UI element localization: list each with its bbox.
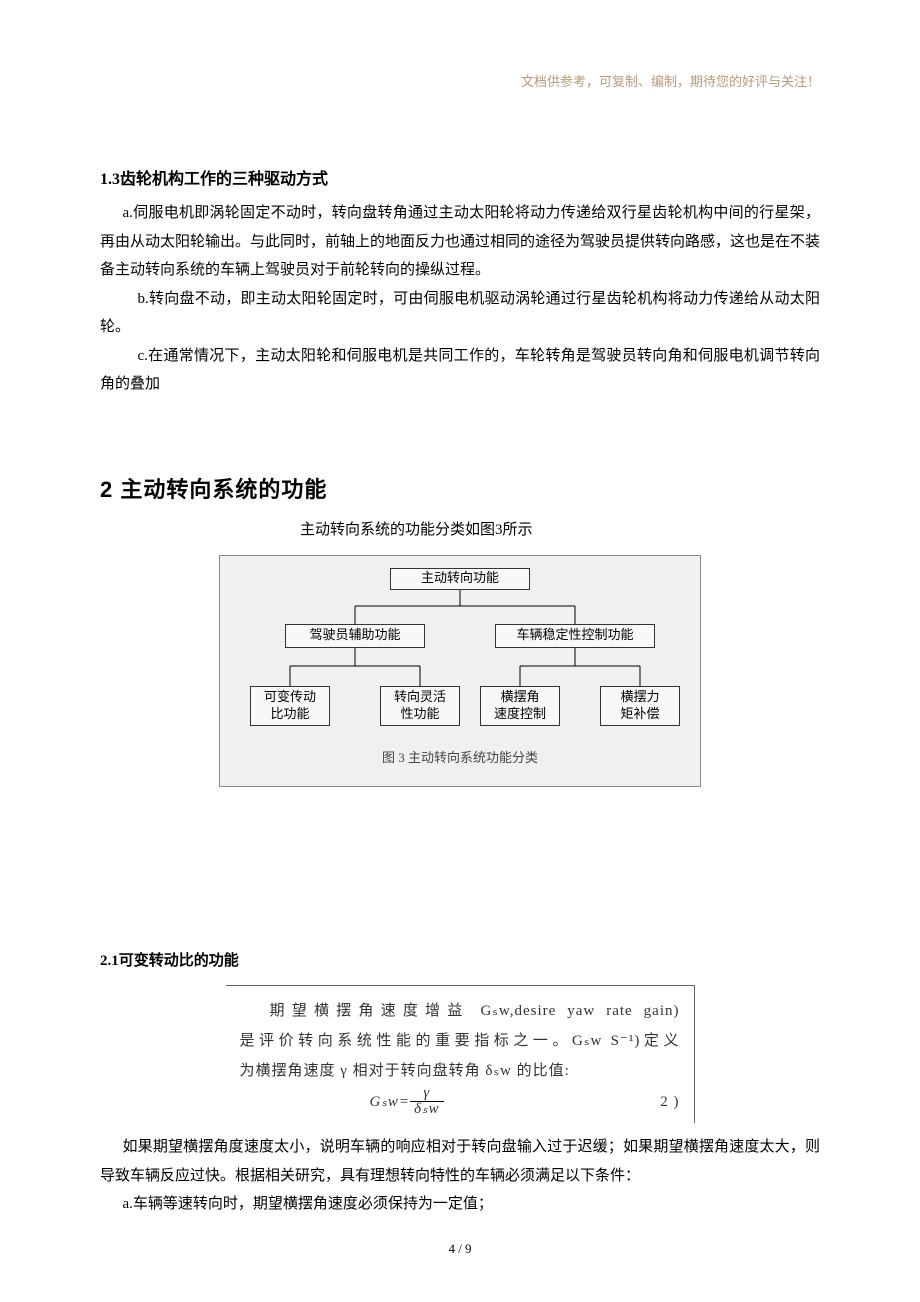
page-number: 4 / 9 — [0, 1237, 920, 1262]
figure-node-leaf-1: 可变传动 比功能 — [250, 686, 330, 726]
formula-eq-tag: 2 ) — [660, 1087, 679, 1117]
formula-denominator: δₛw — [410, 1102, 444, 1117]
formula-line-3: 为横摆角速度 γ 相对于转向盘转角 δₛw 的比值: — [240, 1056, 680, 1086]
formula-box: 期望横摆角速度增益 Gₛw,desire yaw rate gain) 是评价转… — [226, 985, 695, 1123]
figure-3: 主动转向功能 驾驶员辅助功能 车辆稳定性控制功能 可变传动 比功能 转向灵活 性… — [219, 555, 701, 787]
formula-lhs: Gₛw= — [370, 1087, 411, 1117]
section-2-intro: 主动转向系统的功能分类如图3所示 — [220, 516, 820, 545]
figure-node-root: 主动转向功能 — [390, 568, 530, 590]
figure-3-caption: 图 3 主动转向系统功能分类 — [220, 746, 700, 771]
figure-3-wrap: 主动转向功能 驾驶员辅助功能 车辆稳定性控制功能 可变传动 比功能 转向灵活 性… — [100, 555, 820, 787]
section-2-heading: 2 主动转向系统的功能 — [100, 469, 820, 511]
formula-line-1: 期望横摆角速度增益 Gₛw,desire yaw rate gain) — [240, 996, 680, 1026]
figure-node-leaf-2: 转向灵活 性功能 — [380, 686, 460, 726]
section-2-1-para-1: 如果期望横摆角度速度太小，说明车辆的响应相对于转向盘输入过于迟缓；如果期望横摆角… — [100, 1133, 820, 1190]
figure-node-leaf-4: 横摆力 矩补偿 — [600, 686, 680, 726]
header-note: 文档供参考，可复制、编制，期待您的好评与关注！ — [100, 70, 820, 95]
formula-line-2: 是评价转向系统性能的重要指标之一。Gₛw S⁻¹)定义 — [240, 1026, 680, 1056]
section-1-3-para-b: b.转向盘不动，即主动太阳轮固定时，可由伺服电机驱动涡轮通过行星齿轮机构将动力传… — [100, 285, 820, 342]
section-1-3-heading: 1.3齿轮机构工作的三种驱动方式 — [100, 165, 820, 195]
figure-node-left: 驾驶员辅助功能 — [285, 624, 425, 648]
figure-node-right: 车辆稳定性控制功能 — [495, 624, 655, 648]
formula-numerator: γ — [410, 1086, 444, 1102]
formula-equation: Gₛw= γ δₛw 2 ) — [240, 1086, 680, 1117]
formula-fraction: γ δₛw — [410, 1086, 444, 1117]
section-2-1-heading: 2.1可变转动比的功能 — [100, 947, 820, 976]
section-1-3-para-a: a.伺服电机即涡轮固定不动时，转向盘转角通过主动太阳轮将动力传递给双行星齿轮机构… — [100, 199, 820, 285]
section-2-1-para-2: a.车辆等速转向时，期望横摆角速度必须保持为一定值； — [100, 1190, 820, 1219]
section-1-3-para-c: c.在通常情况下，主动太阳轮和伺服电机是共同工作的，车轮转角是驾驶员转向角和伺服… — [100, 342, 820, 399]
document-page: 文档供参考，可复制、编制，期待您的好评与关注！ 1.3齿轮机构工作的三种驱动方式… — [0, 0, 920, 1302]
figure-node-leaf-3: 横摆角 速度控制 — [480, 686, 560, 726]
